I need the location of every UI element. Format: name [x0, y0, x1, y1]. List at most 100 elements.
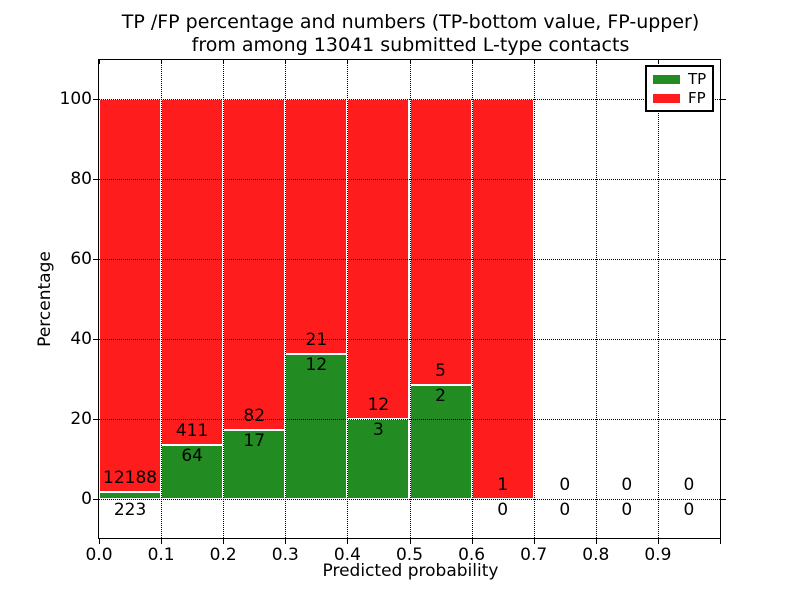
fp-bar	[471, 99, 534, 499]
legend-label-tp: TP	[688, 70, 707, 88]
tp-count-label: 0	[559, 500, 571, 520]
chart-title: TP /FP percentage and numbers (TP-bottom…	[99, 11, 722, 57]
fp-bar	[223, 99, 286, 431]
x-tick-label: 0.3	[271, 545, 299, 565]
v-gridline	[533, 60, 535, 538]
x-tick-top	[533, 60, 535, 64]
fp-count-label: 5	[435, 360, 446, 381]
y-tick-left	[93, 499, 98, 500]
y-tick-label: 100	[59, 89, 92, 109]
v-gridline	[223, 60, 225, 538]
tp-bar	[285, 353, 348, 499]
tp-count-label: 17	[243, 431, 266, 452]
fp-count-label: 21	[305, 329, 328, 350]
y-tick-left	[93, 179, 98, 180]
x-tick-bottom	[347, 539, 349, 544]
fp-count-label: 12188	[103, 467, 158, 488]
x-axis-label: Predicted probability	[322, 561, 499, 581]
y-tick-left	[93, 99, 98, 100]
x-tick-top	[471, 60, 473, 64]
x-tick-bottom	[595, 539, 597, 544]
v-gridline	[409, 60, 411, 538]
x-tick-label: 0.8	[582, 545, 610, 565]
x-tick-top	[409, 60, 411, 64]
x-tick-bottom	[223, 539, 225, 544]
legend-item-tp: TP	[653, 71, 706, 87]
v-gridline	[347, 60, 349, 538]
legend: TP FP	[645, 65, 714, 112]
x-tick-top	[347, 60, 349, 64]
x-tick-bottom	[285, 539, 287, 544]
x-tick-label: 0.0	[85, 545, 113, 565]
x-tick-bottom	[657, 539, 659, 544]
fp-color-swatch-icon	[653, 93, 680, 103]
chart-title-line-2: from among 13041 submitted L-type contac…	[191, 34, 630, 56]
y-tick-right	[721, 259, 726, 260]
x-tick-label: 0.7	[520, 545, 548, 565]
fp-bar	[409, 99, 472, 385]
x-tick-label: 0.2	[209, 545, 237, 565]
fp-count-label: 411	[175, 421, 209, 442]
x-tick-top	[657, 60, 659, 64]
tp-count-label: 64	[181, 446, 203, 467]
x-tick-label: 0.5	[395, 545, 424, 565]
x-tick-label: 0.4	[333, 545, 361, 565]
tp-bar	[161, 445, 224, 499]
x-tick-bottom	[720, 539, 721, 544]
tp-count-label: 0	[497, 500, 509, 520]
x-tick-label: 0.1	[147, 545, 175, 565]
fp-bar	[99, 99, 162, 492]
chart-title-line-1: TP /FP percentage and numbers (TP-bottom…	[121, 11, 700, 33]
y-tick-right	[721, 499, 726, 500]
y-tick-left	[93, 419, 98, 420]
y-tick-label: 20	[70, 409, 92, 429]
x-tick-top	[285, 60, 287, 64]
x-tick-label: 0.6	[458, 545, 486, 565]
tp-count-label: 3	[373, 420, 384, 440]
x-tick-top	[161, 60, 163, 64]
y-tick-label: 0	[81, 489, 92, 509]
tp-bar	[223, 430, 286, 499]
v-gridline	[285, 60, 287, 538]
tp-count-label: 223	[113, 500, 147, 520]
x-tick-bottom	[409, 539, 411, 544]
v-gridline	[595, 60, 597, 538]
fp-count-label: 12	[367, 395, 390, 415]
x-tick-top	[595, 60, 597, 64]
y-tick-left	[93, 339, 98, 340]
v-gridline	[161, 60, 163, 538]
x-tick-bottom	[471, 539, 473, 544]
fp-count-label: 1	[497, 475, 509, 495]
legend-label-fp: FP	[688, 89, 706, 107]
y-tick-right	[721, 99, 726, 100]
x-tick-bottom	[161, 539, 163, 544]
y-tick-right	[721, 419, 726, 420]
y-tick-label: 80	[70, 169, 92, 189]
fp-count-label: 0	[621, 475, 633, 495]
legend-item-fp: FP	[653, 90, 706, 106]
v-gridline	[657, 60, 659, 538]
fp-bar	[285, 99, 348, 354]
x-tick-top	[99, 60, 100, 64]
v-gridline	[471, 60, 473, 538]
x-tick-label: 0.9	[644, 545, 672, 565]
tp-bar	[99, 491, 162, 499]
fp-count-label: 0	[559, 475, 571, 495]
plot-area: 12188 223 411 64 82 17 21 12 12 3 5 2 1 0 0 0 0 0 0 0	[98, 59, 721, 539]
tp-count-label: 2	[435, 385, 446, 406]
y-tick-left	[93, 259, 98, 260]
y-tick-right	[721, 179, 726, 180]
x-tick-bottom	[533, 539, 535, 544]
x-tick-top	[223, 60, 225, 64]
tp-count-label: 12	[305, 354, 328, 375]
fp-count-label: 82	[243, 406, 266, 427]
tp-count-label: 0	[621, 500, 633, 520]
tp-color-swatch-icon	[653, 74, 680, 84]
fp-bar	[161, 99, 224, 446]
x-tick-bottom	[99, 539, 100, 544]
y-tick-right	[721, 339, 726, 340]
tp-count-label: 0	[683, 500, 695, 520]
x-tick-top	[720, 60, 721, 64]
fp-count-label: 0	[683, 475, 695, 495]
